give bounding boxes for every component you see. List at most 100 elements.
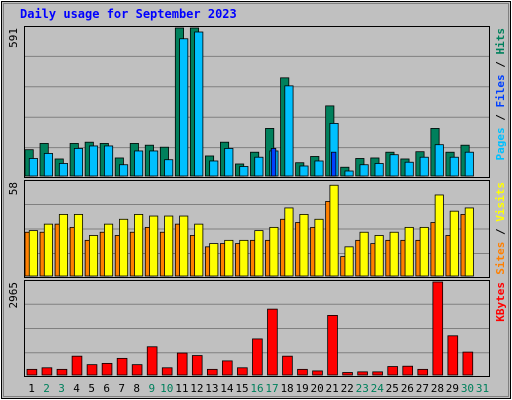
bar-sites-day-19 [299, 214, 309, 277]
x-tick-label-4: 4 [73, 382, 80, 395]
bar-files-day-15 [239, 166, 249, 177]
x-tick-label-1: 1 [28, 382, 35, 395]
bar-kbytes-day-20 [312, 370, 323, 376]
bar-kbytes-day-17 [267, 308, 278, 376]
bar-files-day-23 [359, 164, 369, 177]
bar-kbytes-day-10 [161, 367, 173, 376]
panel-kbytes: 2965 KBytes [7, 280, 507, 377]
x-tick-label-16: 16 [250, 382, 263, 395]
bar-kbytes-day-13 [206, 368, 218, 376]
legend-part: Pages [494, 127, 507, 160]
x-tick-label-10: 10 [160, 382, 173, 395]
y-max-label: 58 [7, 182, 20, 195]
x-tick-label-20: 20 [311, 382, 324, 395]
bar-kbytes-day-8 [131, 364, 143, 376]
bar-sites-day-30 [464, 207, 474, 277]
bar-sites-day-27 [419, 226, 429, 277]
bar-files-day-19 [299, 165, 309, 177]
bar-files-day-16 [254, 156, 264, 177]
bar-kbytes-day-5 [86, 364, 98, 376]
legend-part: / [494, 108, 507, 128]
bar-kbytes-day-7 [116, 357, 128, 376]
bar-sites-day-7 [119, 218, 129, 277]
bar-kbytes-day-15 [237, 367, 248, 376]
x-tick-label-24: 24 [371, 382, 385, 395]
x-tick-label-15: 15 [235, 382, 248, 395]
bar-kbytes-day-30 [462, 351, 474, 376]
bar-kbytes-day-14 [222, 360, 233, 376]
x-tick-label-13: 13 [205, 382, 218, 395]
bar-files-day-20 [314, 160, 324, 177]
x-tick-label-27: 27 [416, 382, 429, 395]
legend-part: / [494, 222, 507, 242]
bar-kbytes-day-3 [56, 368, 68, 376]
chart-panels: 591 Pages / Files / Hits 58 Sites / Visits 2… [7, 26, 507, 377]
bar-files-day-30 [464, 151, 474, 177]
series-legend: Pages / Files / Hits [494, 28, 507, 161]
x-tick-label-9: 9 [148, 382, 155, 395]
legend-part: / [494, 55, 507, 75]
bar-sites-day-15 [239, 239, 249, 277]
bar-files-day-7 [119, 164, 129, 177]
bar-sites-day-2 [43, 223, 53, 277]
bar-kbytes-day-18 [282, 355, 293, 376]
bar-sites-day-18 [284, 207, 294, 277]
bar-files-day-18 [284, 85, 294, 177]
x-tick-label-17: 17 [265, 382, 278, 395]
bar-kbytes-day-24 [372, 371, 383, 376]
bar-files-day-2 [43, 153, 53, 177]
bar-kbytes-day-2 [41, 367, 53, 376]
y-max-label: 2965 [7, 282, 20, 309]
bar-files-day-22 [344, 170, 354, 177]
x-tick-label-21: 21 [326, 382, 339, 395]
bar-sites-day-16 [254, 230, 264, 277]
x-tick-label-12: 12 [190, 382, 203, 395]
x-tick-label-22: 22 [341, 382, 354, 395]
bar-files-day-6 [104, 145, 114, 177]
bar-files-day-10 [164, 159, 174, 177]
bar-sites-day-5 [88, 235, 99, 277]
legend-part: Visits [494, 182, 507, 222]
plot-border [24, 26, 490, 178]
x-tick-label-2: 2 [43, 382, 50, 395]
bar-sites-day-6 [104, 223, 114, 277]
bar-kbytes-day-28 [432, 281, 444, 376]
bar-kbytes-day-25 [387, 366, 398, 376]
bar-files-day-9 [149, 150, 159, 177]
bar-files-day-11 [179, 38, 189, 177]
bar-kbytes-day-6 [101, 362, 113, 376]
bar-files-day-4 [73, 148, 84, 177]
bar-files-day-24 [374, 163, 384, 177]
plot-border [24, 280, 490, 377]
x-tick-label-26: 26 [401, 382, 414, 395]
x-tick-label-6: 6 [103, 382, 110, 395]
legend-part: Sites [494, 242, 507, 275]
bar-kbytes-day-9 [146, 346, 158, 376]
x-tick-label-30: 30 [461, 382, 474, 395]
bar-sites-day-10 [164, 215, 174, 277]
bar-sites-day-23 [359, 231, 369, 277]
bar-kbytes-day-19 [297, 368, 308, 376]
bar-sites-day-11 [179, 215, 189, 277]
bar-files-day-26 [404, 161, 414, 177]
bar-kbytes-day-29 [447, 335, 459, 376]
bar-sites-day-12 [194, 223, 204, 277]
bar-files-day-13 [209, 160, 219, 177]
x-tick-label-25: 25 [386, 382, 399, 395]
bar-sites-day-26 [404, 226, 414, 277]
bar-kbytes-day-22 [342, 372, 353, 376]
y-max-label: 591 [7, 28, 20, 48]
x-tick-label-19: 19 [295, 382, 308, 395]
x-tick-label-14: 14 [220, 382, 234, 395]
x-tick-label-7: 7 [118, 382, 125, 395]
x-axis-labels: 1 2 3 4 5 6 7 8 9 10 11 12 13 14 15 16 17 18 19 20 21 22 23 24 2… [28, 382, 489, 395]
bar-kbytes-day-23 [357, 371, 368, 376]
bar-files-day-1 [28, 158, 38, 177]
bar-files-day-27 [419, 156, 429, 177]
bar-sites-day-24 [374, 235, 384, 277]
legend-part: KBytes [494, 282, 507, 322]
bar-kbytes-day-12 [191, 355, 203, 376]
bar-files-day-28 [434, 144, 444, 177]
